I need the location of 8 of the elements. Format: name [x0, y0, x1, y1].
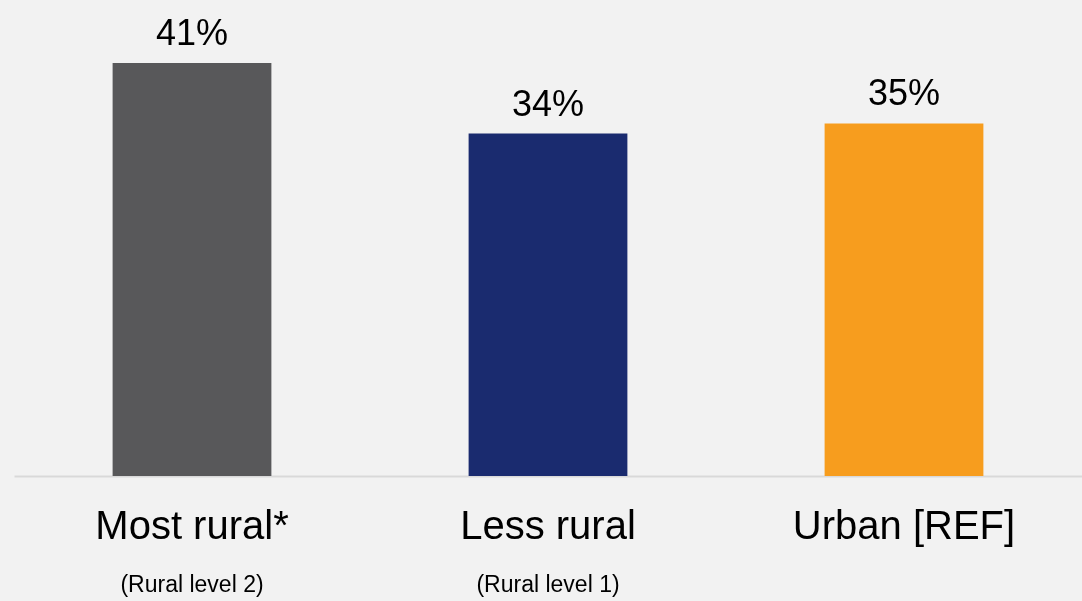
- data-label: 34%: [511, 82, 585, 124]
- data-label: 35%: [867, 72, 941, 114]
- data-label: 41%: [155, 12, 229, 53]
- x-tick-label: Most rural*: [95, 502, 289, 547]
- text: (Rural level 2): [120, 571, 264, 597]
- text: (Rural level 1): [476, 571, 620, 597]
- x-tick-label: Urban [REF]: [792, 502, 1016, 547]
- x-tick-label: Less rural: [460, 502, 636, 547]
